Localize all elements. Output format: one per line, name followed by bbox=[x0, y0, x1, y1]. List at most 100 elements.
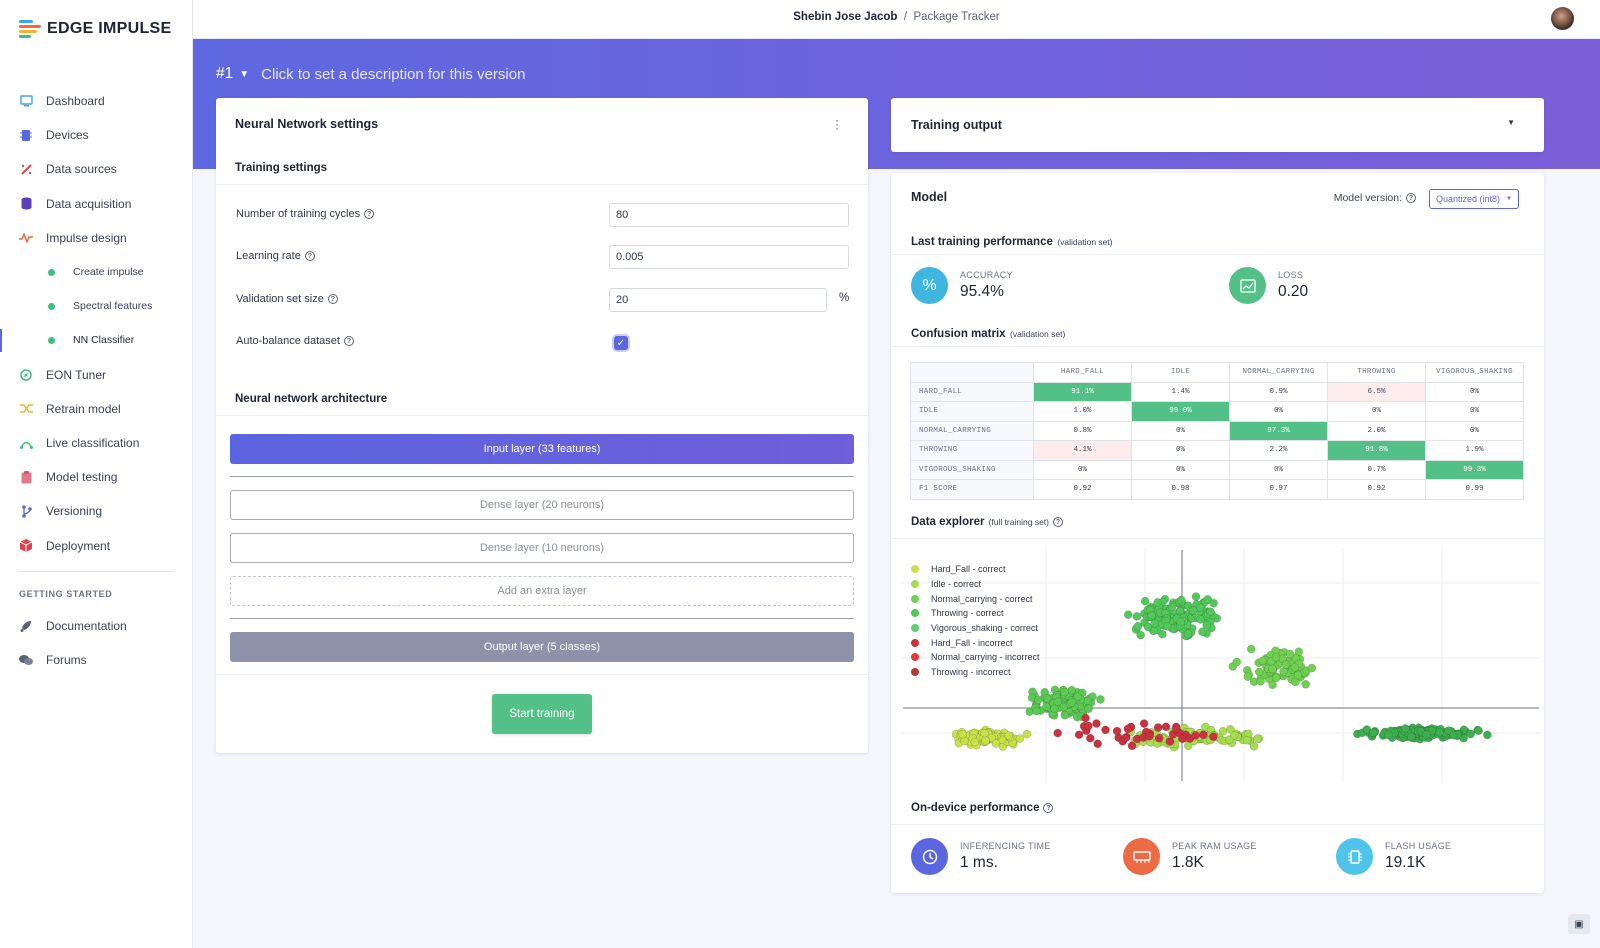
version-selector[interactable]: #1 ▼ Click to set a description for this… bbox=[216, 65, 525, 83]
scatter-point[interactable] bbox=[1150, 619, 1159, 628]
scatter-point[interactable] bbox=[1172, 724, 1181, 734]
caret-down-icon[interactable]: ▼ bbox=[1507, 118, 1515, 127]
scatter-point[interactable] bbox=[1067, 686, 1077, 695]
legend-item[interactable]: Hard_Fall - incorrect bbox=[911, 635, 1040, 650]
sidebar-item-data-sources[interactable]: Data sources bbox=[0, 152, 193, 186]
legend-item[interactable]: Idle - correct bbox=[911, 577, 1040, 592]
scatter-point[interactable] bbox=[1196, 615, 1205, 624]
scatter-point[interactable] bbox=[1067, 698, 1076, 707]
sidebar-item-model-testing[interactable]: Model testing bbox=[0, 460, 193, 494]
scatter-point[interactable] bbox=[1083, 696, 1093, 706]
scatter-point[interactable] bbox=[1112, 726, 1122, 736]
sidebar-item-documentation[interactable]: Documentation bbox=[0, 609, 193, 643]
scatter-point[interactable] bbox=[1206, 607, 1215, 617]
help-icon[interactable]: ? bbox=[364, 209, 375, 219]
scatter-point[interactable] bbox=[1133, 622, 1143, 631]
legend-item[interactable]: Hard_Fall - correct bbox=[911, 562, 1040, 577]
scatter-point[interactable] bbox=[970, 737, 980, 747]
sidebar-item-forums[interactable]: Forums bbox=[0, 643, 193, 677]
version-number[interactable]: #1 bbox=[216, 65, 234, 82]
scatter-point[interactable] bbox=[1123, 724, 1133, 734]
feedback-icon[interactable]: ▣ bbox=[1568, 914, 1590, 934]
learning-rate-input[interactable]: 0.005 bbox=[609, 245, 849, 269]
scatter-point[interactable] bbox=[1101, 725, 1110, 735]
scatter-point[interactable] bbox=[1121, 733, 1130, 743]
help-icon[interactable]: ? bbox=[1043, 803, 1054, 813]
scatter-point[interactable] bbox=[1202, 620, 1211, 630]
scatter-point[interactable] bbox=[1081, 713, 1090, 723]
scatter-point[interactable] bbox=[1242, 735, 1252, 745]
breadcrumb-project[interactable]: Package Tracker bbox=[913, 11, 1000, 23]
help-icon[interactable]: ? bbox=[1052, 517, 1063, 527]
scatter-point[interactable] bbox=[1153, 598, 1162, 607]
scatter-point[interactable] bbox=[1092, 719, 1101, 728]
sidebar-item-create-impulse[interactable]: Create impulse bbox=[0, 255, 193, 289]
scatter-point[interactable] bbox=[1198, 627, 1207, 637]
sidebar-item-eon-tuner[interactable]: EON Tuner bbox=[0, 358, 193, 392]
scatter-point[interactable] bbox=[1183, 629, 1193, 638]
output-layer[interactable]: Output layer (5 classes) bbox=[230, 632, 854, 662]
data-explorer-scatter-plot[interactable] bbox=[901, 548, 1541, 783]
scatter-point[interactable] bbox=[1384, 730, 1393, 740]
help-icon[interactable]: ? bbox=[327, 294, 338, 304]
scatter-point[interactable] bbox=[1256, 677, 1265, 686]
scatter-point[interactable] bbox=[1053, 728, 1062, 738]
scatter-point[interactable] bbox=[1483, 730, 1492, 740]
scatter-point[interactable] bbox=[1163, 622, 1172, 631]
scatter-point[interactable] bbox=[1449, 731, 1458, 740]
dense-layer-2[interactable]: Dense layer (10 neurons) bbox=[230, 533, 854, 563]
scatter-point[interactable] bbox=[1022, 729, 1032, 739]
scatter-point[interactable] bbox=[1123, 610, 1133, 619]
scatter-point[interactable] bbox=[1149, 626, 1159, 635]
start-training-button[interactable]: Start training bbox=[492, 694, 592, 734]
scatter-point[interactable] bbox=[1158, 629, 1167, 639]
scatter-point[interactable] bbox=[1474, 726, 1483, 735]
scatter-point[interactable] bbox=[1086, 733, 1095, 743]
scatter-point[interactable] bbox=[1230, 730, 1239, 740]
scatter-point[interactable] bbox=[1249, 742, 1259, 751]
legend-item[interactable]: Throwing - correct bbox=[911, 606, 1040, 621]
scatter-point[interactable] bbox=[1293, 670, 1303, 680]
scatter-point[interactable] bbox=[1196, 603, 1205, 612]
legend-item[interactable]: Vigorous_shaking - correct bbox=[911, 621, 1040, 636]
dense-layer-1[interactable]: Dense layer (20 neurons) bbox=[230, 490, 854, 520]
scatter-point[interactable] bbox=[1015, 734, 1025, 743]
scatter-point[interactable] bbox=[1167, 602, 1177, 612]
scatter-point[interactable] bbox=[1074, 730, 1084, 739]
scatter-point[interactable] bbox=[1084, 721, 1093, 731]
scatter-point[interactable] bbox=[1153, 723, 1163, 732]
scatter-point[interactable] bbox=[1368, 728, 1378, 737]
scatter-point[interactable] bbox=[1093, 739, 1102, 749]
scatter-point[interactable] bbox=[1140, 596, 1150, 606]
scatter-point[interactable] bbox=[1232, 657, 1241, 667]
version-description[interactable]: Click to set a description for this vers… bbox=[261, 65, 526, 83]
scatter-point[interactable] bbox=[1060, 687, 1069, 697]
scatter-point[interactable] bbox=[1466, 729, 1475, 739]
scatter-point[interactable] bbox=[1401, 724, 1410, 733]
sidebar-item-data-acquisition[interactable]: Data acquisition bbox=[0, 187, 193, 221]
scatter-point[interactable] bbox=[1203, 595, 1212, 604]
sidebar-item-nn-classifier[interactable]: NN Classifier bbox=[0, 323, 193, 357]
logo[interactable]: EDGE IMPULSE bbox=[19, 20, 172, 38]
sidebar-item-live-classification[interactable]: Live classification bbox=[0, 426, 193, 460]
scatter-point[interactable] bbox=[1096, 695, 1105, 704]
cycles-input[interactable]: 80 bbox=[609, 203, 849, 227]
scatter-point[interactable] bbox=[1161, 722, 1171, 732]
scatter-point[interactable] bbox=[1176, 617, 1185, 627]
scatter-point[interactable] bbox=[1053, 697, 1063, 706]
sidebar-item-retrain-model[interactable]: Retrain model bbox=[0, 392, 193, 426]
scatter-point[interactable] bbox=[1132, 612, 1142, 621]
scatter-point[interactable] bbox=[1435, 728, 1444, 737]
scatter-point[interactable] bbox=[1147, 611, 1157, 620]
scatter-point[interactable] bbox=[1459, 733, 1468, 743]
scatter-point[interactable] bbox=[1033, 695, 1043, 705]
avatar[interactable] bbox=[1551, 7, 1574, 30]
scatter-point[interactable] bbox=[1246, 644, 1256, 654]
scatter-point[interactable] bbox=[1301, 680, 1310, 689]
scatter-point[interactable] bbox=[1271, 652, 1281, 662]
legend-item[interactable]: Normal_carrying - correct bbox=[911, 591, 1040, 606]
scatter-point[interactable] bbox=[1422, 730, 1431, 739]
scatter-point[interactable] bbox=[1243, 672, 1253, 681]
scatter-point[interactable] bbox=[1176, 595, 1186, 605]
scatter-point[interactable] bbox=[1032, 706, 1041, 716]
